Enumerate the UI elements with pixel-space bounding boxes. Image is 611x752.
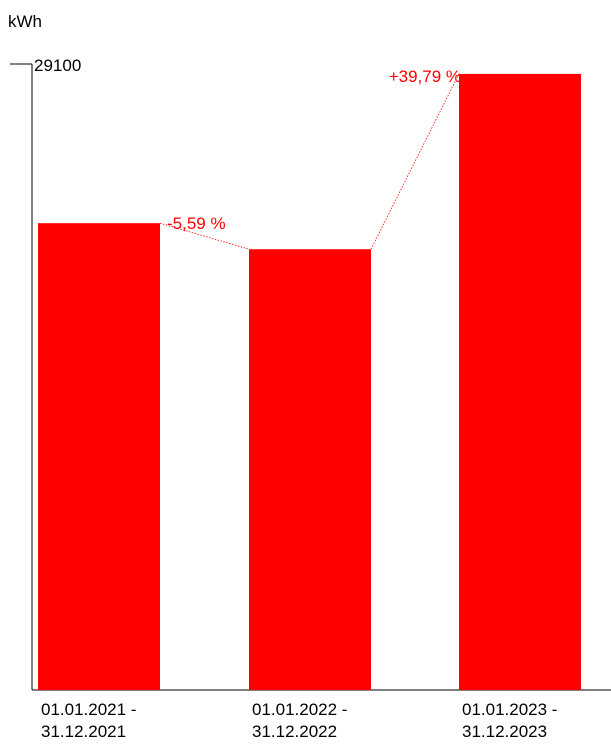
y-axis-label: kWh: [8, 12, 42, 31]
y-max-tick-label: 29100: [34, 56, 81, 75]
labels: kWh 29100 01.01.2021 -31.12.2021 01.01.2022…: [8, 12, 557, 741]
bars: [38, 73, 581, 691]
change-connectors: [159, 73, 460, 250]
bar-3: [459, 73, 581, 691]
bar-1: [38, 223, 160, 690]
change-connector-1: [159, 222, 250, 250]
x-tick-label-2: 01.01.2022 -31.12.2022: [252, 700, 347, 741]
change-label-1: -5,59 %: [167, 214, 226, 233]
x-tick-label-3: 01.01.2023 -31.12.2023: [462, 700, 557, 741]
bar-2: [249, 249, 371, 690]
change-label-2: +39,79 %: [389, 67, 461, 86]
x-tick-label-1: 01.01.2021 -31.12.2021: [41, 700, 136, 741]
change-connector-2: [370, 73, 460, 250]
